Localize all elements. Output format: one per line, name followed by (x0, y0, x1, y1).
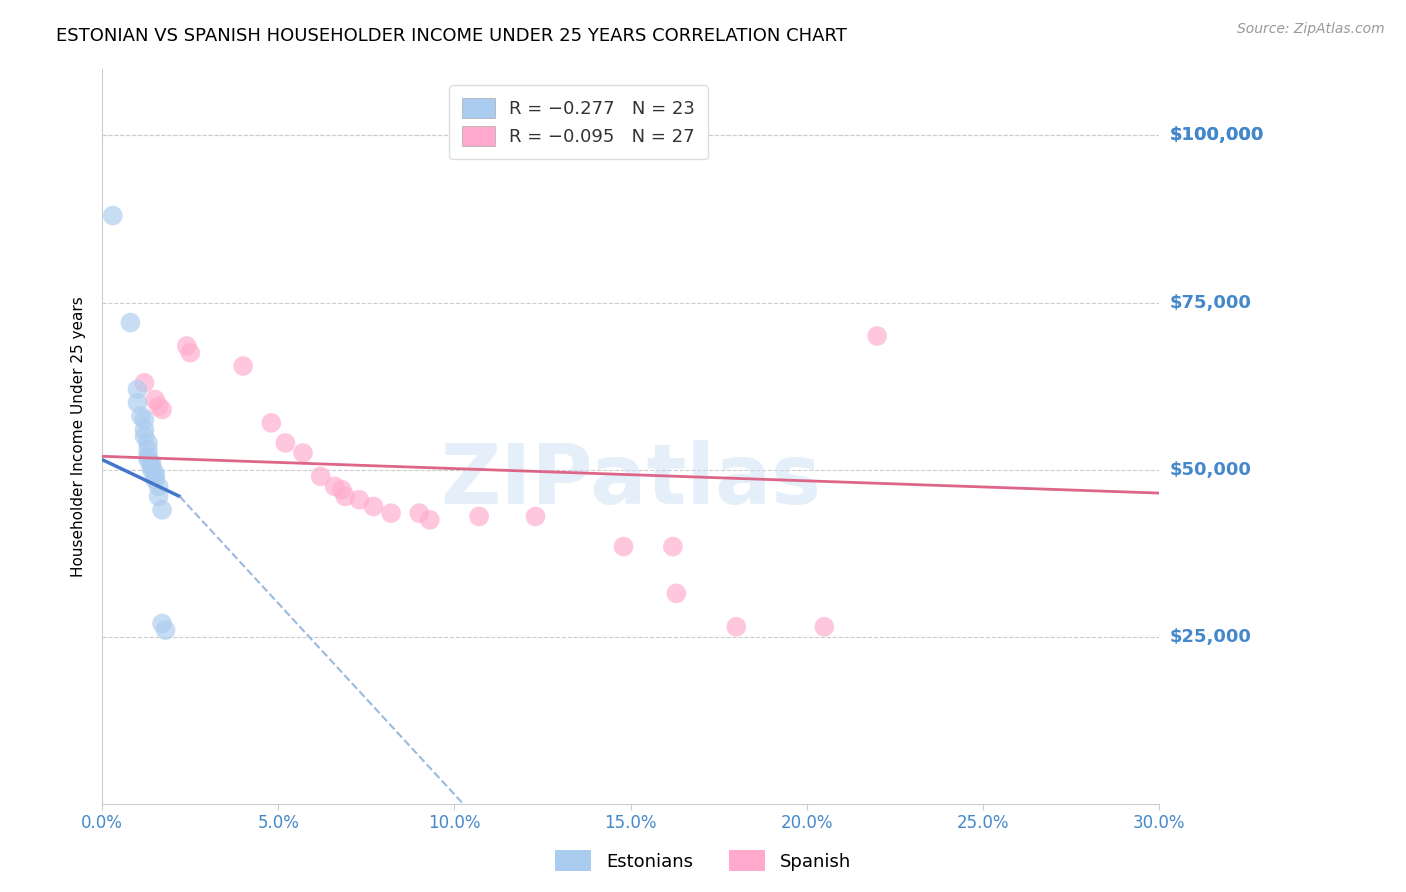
Point (612, 540, 634, 554)
Point (143, 466, 166, 480)
Point (292, 446, 315, 460)
Legend: Estonians, Spanish: Estonians, Spanish (548, 843, 858, 879)
Point (274, 436, 297, 450)
Point (335, 490, 357, 504)
Text: $50,000: $50,000 (1170, 460, 1251, 479)
Legend: R = −0.277   N = 23, R = −0.095   N = 27: R = −0.277 N = 23, R = −0.095 N = 27 (450, 85, 707, 159)
Point (380, 506, 402, 520)
Point (330, 483, 353, 497)
Point (150, 616, 173, 631)
Point (309, 469, 332, 483)
Point (524, 509, 547, 524)
Point (468, 509, 491, 524)
Point (143, 469, 166, 483)
Point (141, 456, 163, 470)
Point (813, 620, 835, 634)
Point (143, 392, 166, 407)
Point (260, 416, 283, 430)
Text: $75,000: $75,000 (1170, 293, 1251, 311)
Point (363, 500, 385, 514)
Point (141, 463, 163, 477)
Point (134, 376, 156, 390)
Point (148, 399, 170, 413)
Text: ESTONIAN VS SPANISH HOUSEHOLDER INCOME UNDER 25 YEARS CORRELATION CHART: ESTONIAN VS SPANISH HOUSEHOLDER INCOME U… (56, 27, 846, 45)
Text: $100,000: $100,000 (1170, 127, 1264, 145)
Text: $25,000: $25,000 (1170, 628, 1251, 646)
Point (134, 423, 156, 437)
Point (127, 383, 149, 397)
Point (176, 339, 198, 353)
Point (127, 396, 149, 410)
Point (120, 316, 142, 330)
Point (148, 490, 170, 504)
Text: ZIPatlas: ZIPatlas (440, 440, 821, 521)
Point (662, 540, 685, 554)
Point (150, 503, 173, 517)
Point (150, 402, 173, 417)
Point (129, 409, 152, 424)
Point (143, 473, 166, 487)
Point (419, 513, 441, 527)
Point (136, 442, 159, 457)
Point (148, 479, 170, 493)
Point (136, 452, 159, 467)
Point (323, 479, 346, 493)
Point (155, 623, 177, 637)
Point (101, 209, 124, 223)
Point (232, 359, 254, 373)
Point (179, 345, 201, 359)
Point (136, 450, 159, 464)
Point (349, 492, 371, 507)
Point (408, 506, 430, 520)
Point (866, 329, 889, 343)
Point (141, 459, 163, 474)
Point (665, 586, 688, 600)
Point (134, 429, 156, 443)
Point (134, 412, 156, 426)
Point (725, 620, 748, 634)
Text: Source: ZipAtlas.com: Source: ZipAtlas.com (1237, 22, 1385, 37)
Text: $100,000: $100,000 (1170, 127, 1264, 145)
Point (136, 436, 159, 450)
Y-axis label: Householder Income Under 25 years: Householder Income Under 25 years (72, 296, 86, 576)
